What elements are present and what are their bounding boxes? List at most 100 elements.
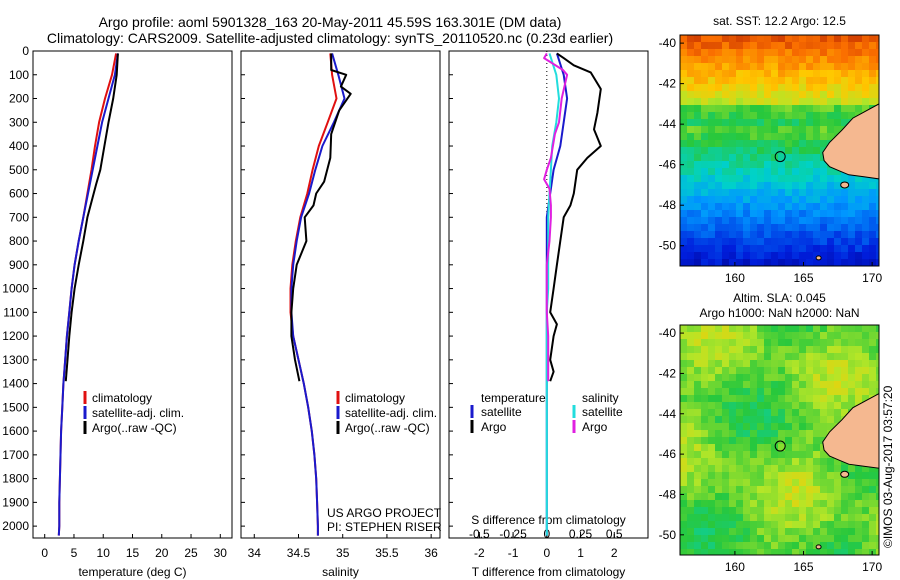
map-cell (813, 479, 820, 486)
map-cell (680, 35, 687, 42)
map-cell (743, 528, 750, 535)
map-cell (806, 196, 813, 203)
map-cell (813, 325, 820, 332)
map-cell (764, 423, 771, 430)
map-cell (750, 444, 757, 451)
map-cell (813, 84, 820, 91)
map-cell (743, 189, 750, 196)
map-cell (785, 493, 792, 500)
map-cell (869, 507, 876, 514)
map-cell (687, 542, 694, 549)
map-cell (820, 231, 827, 238)
map-cell (729, 332, 736, 339)
map-cell (680, 346, 687, 353)
map-cell (750, 374, 757, 381)
map-cell (757, 189, 764, 196)
map-cell (806, 332, 813, 339)
map-cell (813, 423, 820, 430)
map-cell (785, 367, 792, 374)
map-cell (750, 245, 757, 252)
map-cell (708, 252, 715, 259)
map-cell (729, 493, 736, 500)
map-cell (701, 430, 708, 437)
y-tick-label: 800 (9, 234, 29, 248)
map-cell (708, 42, 715, 49)
map-cell (806, 374, 813, 381)
map-cell (701, 182, 708, 189)
map-cell (785, 91, 792, 98)
map-cell (778, 224, 785, 231)
map-cell (778, 119, 785, 126)
map-cell (876, 367, 879, 374)
map-cell (764, 458, 771, 465)
difference-panel: -2 -1 0 1 2T difference from climatology-0.5… (448, 50, 649, 579)
map-cell (687, 119, 694, 126)
map-cell (729, 119, 736, 126)
legend-label-climatology: climatology (92, 391, 152, 405)
map-cell (820, 493, 827, 500)
map-cell (743, 161, 750, 168)
map-cell (771, 500, 778, 507)
map-cell (701, 423, 708, 430)
map-cell (743, 154, 750, 161)
top-x-axis-label: S difference from climatology (471, 513, 626, 527)
argo-float-marker (774, 151, 786, 163)
map-cell (820, 105, 827, 112)
map-cell (841, 500, 848, 507)
map-cell (778, 84, 785, 91)
map-cell (778, 245, 785, 252)
map-cell (855, 514, 862, 521)
map-cell (778, 161, 785, 168)
map-cell (680, 84, 687, 91)
map-cell (855, 479, 862, 486)
map-cell (792, 196, 799, 203)
map-cell (687, 245, 694, 252)
map-cell (764, 521, 771, 528)
map-cell (708, 49, 715, 56)
map-cell (764, 514, 771, 521)
map-cell (778, 77, 785, 84)
map-cell (820, 416, 827, 423)
map-cell (757, 416, 764, 423)
map-cell (743, 98, 750, 105)
map-cell (701, 196, 708, 203)
map-cell (771, 196, 778, 203)
map-cell (862, 91, 869, 98)
map-cell (701, 325, 708, 332)
map-cell (701, 231, 708, 238)
map-cell (834, 56, 841, 63)
map-cell (813, 374, 820, 381)
map-cell (820, 486, 827, 493)
map-cell (827, 203, 834, 210)
top-x-tick-label: -0.5 (469, 527, 490, 541)
map-cell (736, 444, 743, 451)
map-cell (792, 112, 799, 119)
map-cell (708, 374, 715, 381)
map-cell (771, 49, 778, 56)
map-cell (694, 500, 701, 507)
map-cell (778, 91, 785, 98)
map-cell (701, 105, 708, 112)
map-cell (687, 70, 694, 77)
map-cell (813, 49, 820, 56)
map-cell (729, 112, 736, 119)
map-cell (827, 112, 834, 119)
x-tick-label: 36 (424, 546, 438, 560)
map-cell (820, 402, 827, 409)
map-cell (862, 500, 869, 507)
map-cell (708, 56, 715, 63)
map-cell (701, 535, 708, 542)
map-cell (806, 238, 813, 245)
map-cell (715, 161, 722, 168)
map-cell (813, 168, 820, 175)
map-cell (785, 224, 792, 231)
map-cell (750, 259, 757, 266)
map-cell (855, 259, 862, 266)
map-cell (701, 56, 708, 63)
y-tick-label: 0 (22, 44, 29, 58)
map-cell (750, 84, 757, 91)
map-cell (743, 182, 750, 189)
map-cell (813, 140, 820, 147)
map-cell (855, 374, 862, 381)
map-cell (715, 182, 722, 189)
